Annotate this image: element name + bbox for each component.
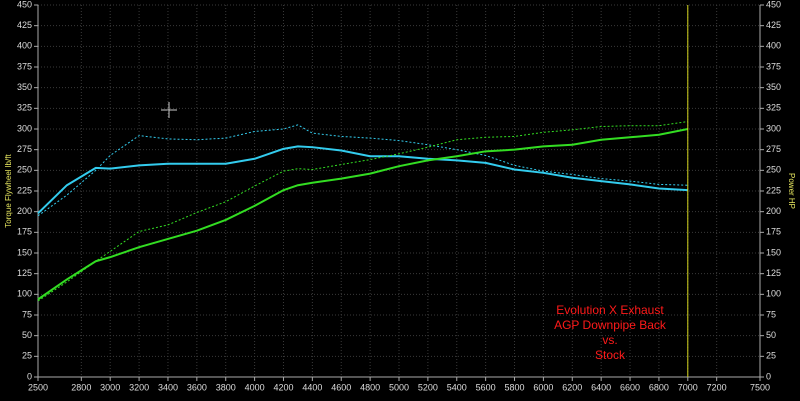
y-tick-label: 425 [17, 20, 32, 30]
x-tick-label: 3600 [187, 382, 207, 392]
x-tick-label: 6800 [649, 382, 669, 392]
y-tick-label: 25 [22, 351, 32, 361]
x-tick-label: 2800 [71, 382, 91, 392]
x-tick-label: 6000 [533, 382, 553, 392]
series-line [37, 128, 688, 301]
y2-tick-label: 175 [766, 227, 781, 237]
x-tick-label: 3000 [100, 382, 120, 392]
y2-tick-label: 425 [766, 20, 781, 30]
series-line [37, 121, 688, 302]
x-tick-label: 6400 [591, 382, 611, 392]
x-tick-label: 7500 [750, 382, 770, 392]
y2-tick-label: 75 [766, 309, 776, 319]
x-tick-label: 7000 [678, 382, 698, 392]
y-tick-label: 125 [17, 268, 32, 278]
y-tick-label: 325 [17, 103, 32, 113]
annotation: vs. [602, 333, 617, 347]
y-tick-label: 375 [17, 61, 32, 71]
x-tick-label: 5000 [389, 382, 409, 392]
y2-tick-label: 300 [766, 123, 781, 133]
annotation: Evolution X Exhaust [556, 303, 664, 317]
y2-tick-label: 400 [766, 41, 781, 51]
y2-tick-label: 125 [766, 268, 781, 278]
y2-tick-label: 150 [766, 247, 781, 257]
y2-tick-label: 375 [766, 61, 781, 71]
y-tick-label: 200 [17, 206, 32, 216]
y2-axis-title: Power HP [787, 173, 796, 209]
annotation: Stock [595, 348, 626, 362]
annotation: AGP Downpipe Back [554, 318, 667, 332]
y-tick-label: 150 [17, 247, 32, 257]
y2-tick-label: 350 [766, 82, 781, 92]
x-tick-label: 3200 [129, 382, 149, 392]
y-tick-label: 300 [17, 123, 32, 133]
x-tick-label: 4200 [273, 382, 293, 392]
series-line [37, 124, 688, 217]
x-tick-label: 6600 [620, 382, 640, 392]
y2-tick-label: 250 [766, 165, 781, 175]
x-tick-label: 5600 [476, 382, 496, 392]
y2-tick-label: 50 [766, 330, 776, 340]
y-tick-label: 450 [17, 0, 32, 9]
y-tick-label: 75 [22, 309, 32, 319]
x-tick-label: 5200 [418, 382, 438, 392]
y-tick-label: 175 [17, 227, 32, 237]
y2-tick-label: 275 [766, 144, 781, 154]
x-tick-label: 4400 [302, 382, 322, 392]
y2-tick-label: 100 [766, 289, 781, 299]
y-tick-label: 350 [17, 82, 32, 92]
y2-tick-label: 25 [766, 351, 776, 361]
x-tick-label: 4600 [331, 382, 351, 392]
x-tick-label: 6200 [562, 382, 582, 392]
x-tick-label: 2500 [28, 382, 48, 392]
y2-tick-label: 0 [766, 371, 771, 381]
series-line [37, 145, 688, 215]
x-tick-label: 4000 [245, 382, 265, 392]
y-tick-label: 275 [17, 144, 32, 154]
x-tick-label: 5800 [505, 382, 525, 392]
y-tick-label: 100 [17, 289, 32, 299]
y2-tick-label: 200 [766, 206, 781, 216]
y-tick-label: 225 [17, 185, 32, 195]
y2-tick-label: 225 [766, 185, 781, 195]
y-tick-label: 250 [17, 165, 32, 175]
y-tick-label: 400 [17, 41, 32, 51]
x-tick-label: 4800 [360, 382, 380, 392]
mouse-cursor [161, 102, 177, 118]
y2-tick-label: 450 [766, 0, 781, 9]
y-axis-title: Torque Flywheel lb/ft [4, 154, 13, 228]
x-tick-label: 5400 [447, 382, 467, 392]
y2-tick-label: 325 [766, 103, 781, 113]
x-tick-label: 3400 [158, 382, 178, 392]
x-tick-label: 3800 [216, 382, 236, 392]
y-tick-label: 50 [22, 330, 32, 340]
x-tick-label: 7200 [707, 382, 727, 392]
y-tick-label: 0 [27, 371, 32, 381]
